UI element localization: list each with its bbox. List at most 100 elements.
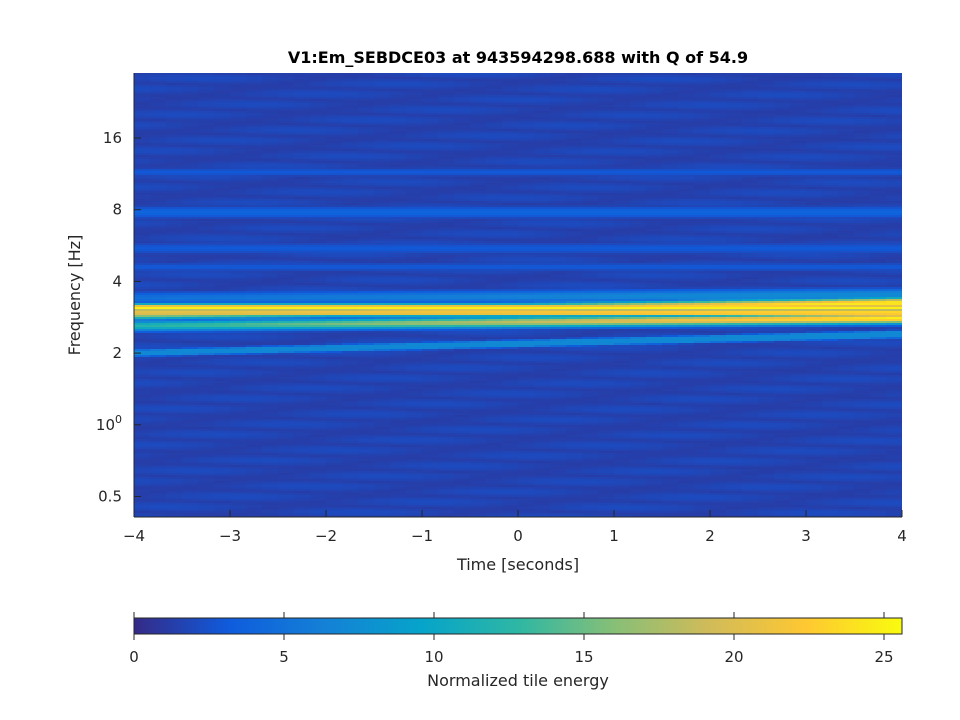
energy-tile (230, 85, 247, 88)
energy-tile (822, 83, 839, 86)
energy-tile (406, 75, 423, 78)
energy-tile (886, 75, 902, 78)
energy-tile (486, 83, 503, 86)
energy-tile (838, 81, 855, 84)
energy-tile (662, 83, 679, 86)
energy-tile (582, 85, 599, 88)
energy-tile (518, 77, 535, 80)
energy-tile (374, 85, 391, 88)
energy-tile (326, 75, 343, 78)
energy-tile (374, 79, 391, 82)
energy-tile (726, 77, 743, 80)
energy-tile (518, 85, 535, 88)
energy-tile (598, 83, 615, 86)
energy-tile (742, 77, 759, 80)
energy-tile (166, 77, 183, 80)
energy-tile (726, 79, 743, 82)
energy-tile (598, 73, 615, 76)
energy-tile (614, 85, 631, 88)
energy-tile (358, 77, 375, 80)
energy-tile (422, 75, 439, 78)
energy-tile (566, 83, 583, 86)
energy-tile (598, 81, 615, 84)
energy-tile (710, 85, 727, 88)
energy-tile (854, 81, 871, 84)
energy-tile (502, 73, 519, 76)
energy-tile (486, 77, 503, 80)
energy-tile (598, 79, 615, 82)
energy-tile (150, 81, 167, 84)
energy-tile (870, 79, 887, 82)
energy-tile (166, 79, 183, 82)
energy-tile (294, 75, 311, 78)
energy-tile (406, 79, 423, 82)
energy-tile (262, 73, 279, 76)
energy-tile (326, 85, 343, 88)
energy-tile (358, 81, 375, 84)
energy-tile (502, 79, 519, 82)
energy-tile (582, 75, 599, 78)
energy-tile (262, 79, 279, 82)
energy-tile (806, 73, 823, 76)
energy-tile (790, 83, 807, 86)
energy-tile (518, 73, 535, 76)
energy-tile (230, 83, 247, 86)
energy-tile (662, 81, 679, 84)
energy-tile (470, 77, 487, 80)
energy-tile (678, 75, 695, 78)
energy-tile (566, 75, 583, 78)
energy-tile (470, 85, 487, 88)
energy-tile (246, 85, 263, 88)
energy-tile (550, 83, 567, 86)
energy-tile (374, 77, 391, 80)
energy-tile (870, 73, 887, 76)
energy-tile (678, 73, 695, 76)
energy-tile (278, 75, 295, 78)
energy-tile (630, 81, 647, 84)
energy-tile (534, 77, 551, 80)
energy-tile (518, 81, 535, 84)
energy-tile (646, 75, 663, 78)
energy-tile (374, 83, 391, 86)
energy-tile (406, 85, 423, 88)
energy-tile (854, 73, 871, 76)
energy-tile (806, 83, 823, 86)
energy-tile (758, 75, 775, 78)
energy-tile (566, 73, 583, 76)
energy-tile (518, 75, 535, 78)
energy-tile (390, 81, 407, 84)
energy-tile (486, 85, 503, 88)
energy-tile (390, 77, 407, 80)
energy-tile (310, 79, 327, 82)
energy-tile (550, 79, 567, 82)
energy-tile (230, 79, 247, 82)
energy-tile (342, 75, 359, 78)
energy-tile (582, 83, 599, 86)
energy-tile (502, 75, 519, 78)
energy-tiles (134, 73, 902, 517)
energy-tile (454, 79, 471, 82)
energy-tile (182, 85, 199, 88)
energy-tile (502, 83, 519, 86)
energy-tile (358, 83, 375, 86)
energy-tile (774, 77, 791, 80)
energy-tile (342, 83, 359, 86)
energy-tile (630, 85, 647, 88)
energy-tile (742, 73, 759, 76)
energy-tile (870, 77, 887, 80)
energy-tile (742, 85, 759, 88)
energy-tile (614, 81, 631, 84)
energy-tile (150, 79, 167, 82)
energy-tile (390, 85, 407, 88)
energy-tile (406, 83, 423, 86)
energy-tile (710, 75, 727, 78)
energy-tile (422, 77, 439, 80)
energy-tile (390, 79, 407, 82)
energy-tile (502, 77, 519, 80)
energy-tile (422, 83, 439, 86)
energy-tile (486, 79, 503, 82)
energy-tile (854, 83, 871, 86)
energy-tile (518, 83, 535, 86)
energy-tile (886, 83, 902, 86)
energy-tile (278, 83, 295, 86)
